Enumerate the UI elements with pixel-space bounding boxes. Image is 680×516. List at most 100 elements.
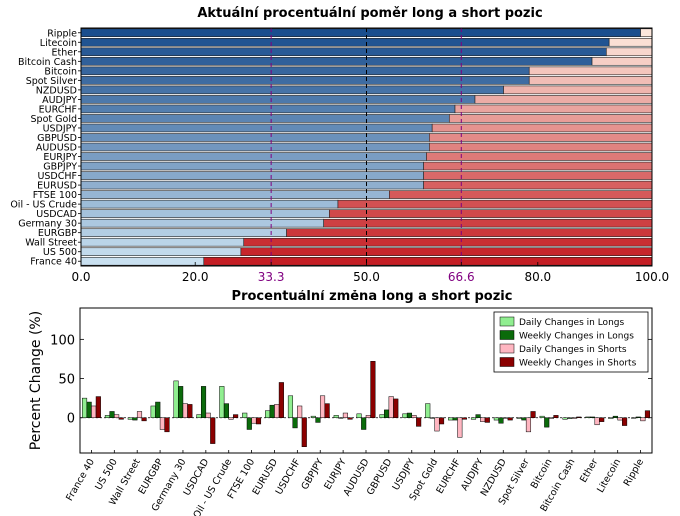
- legend-box: [493, 311, 649, 373]
- legend: Daily Changes in Longs Weekly Changes in …: [493, 311, 649, 373]
- x-tick-label: Ripple: [622, 457, 646, 488]
- bar: [608, 417, 614, 419]
- chart-title: Procentuální změna long a short pozic: [232, 290, 513, 304]
- bar: [159, 417, 165, 430]
- bar: [196, 414, 202, 418]
- short-bar: [329, 209, 653, 218]
- x-tick-label: Ether: [578, 457, 600, 485]
- long-bar: [80, 218, 324, 228]
- bar: [622, 417, 628, 426]
- bar: [301, 417, 307, 447]
- y-tick-label: EURGBP: [38, 228, 77, 239]
- bar: [429, 417, 435, 419]
- y-tick-label: NZDUSD: [36, 85, 77, 96]
- bar: [274, 404, 280, 418]
- y-tick-label: Wall Street: [25, 238, 77, 249]
- bar: [132, 417, 138, 421]
- bar: [164, 417, 170, 433]
- short-bar: [431, 123, 653, 133]
- long-bar: [80, 133, 430, 142]
- bar: [182, 403, 188, 418]
- bar: [269, 404, 275, 418]
- legend-label: Daily Changes in Longs: [519, 318, 624, 328]
- bar: [333, 415, 339, 418]
- long-bar: [80, 123, 433, 133]
- bar: [599, 417, 605, 422]
- long-bar: [80, 104, 456, 114]
- x-tick-label: 80.0: [524, 270, 551, 284]
- bar: [498, 417, 504, 424]
- y-tick-label: Spot Gold: [31, 114, 77, 125]
- long-short-ratio-chart: Aktuální procentuální poměr long a short…: [10, 6, 669, 284]
- y-tick-label: Germany 30: [18, 219, 77, 230]
- long-bar: [80, 199, 339, 209]
- y-tick-label: AUDJPY: [42, 95, 77, 106]
- bar: [287, 395, 294, 418]
- bar: [233, 414, 239, 418]
- y-tick-label: Spot Silver: [26, 76, 77, 87]
- y-tick-label: EURCHF: [39, 104, 77, 115]
- short-bar: [448, 114, 653, 123]
- bar: [388, 396, 394, 418]
- bar: [640, 417, 646, 422]
- short-bar: [429, 142, 653, 152]
- short-bar: [608, 38, 653, 47]
- plot-frame: [79, 307, 653, 454]
- bar: [452, 417, 458, 421]
- bar: [365, 415, 371, 418]
- bar: [393, 398, 399, 418]
- x-tick-label: France 40: [64, 457, 97, 503]
- bar: [503, 417, 509, 419]
- y-tick-label: US 500: [43, 247, 77, 258]
- bar: [127, 417, 133, 420]
- short-bar: [286, 228, 653, 237]
- bar-group: [80, 28, 653, 266]
- bar: [255, 417, 262, 425]
- short-bar: [503, 85, 653, 95]
- bar: [361, 417, 367, 430]
- bar: [589, 416, 596, 418]
- y-tick-label: France 40: [30, 257, 77, 268]
- short-bar: [454, 104, 653, 114]
- long-bar: [80, 209, 330, 218]
- bar: [356, 413, 362, 418]
- bar-group: [81, 361, 651, 447]
- long-bar: [80, 95, 476, 104]
- y-tick-label: 100: [50, 333, 75, 348]
- bar: [178, 386, 184, 418]
- long-bar: [80, 114, 450, 123]
- bar: [223, 403, 229, 418]
- percent-change-chart: Procentuální změna long a short pozic Per…: [28, 290, 653, 516]
- chart-title: Aktuální procentuální poměr long a short…: [197, 6, 542, 21]
- bar: [297, 405, 303, 418]
- bar: [200, 386, 207, 418]
- bar: [379, 414, 385, 418]
- long-bar: [80, 237, 245, 247]
- y-tick-label: FTSE 100: [33, 190, 77, 201]
- bar: [219, 386, 225, 418]
- long-bar: [80, 142, 430, 152]
- y-tick-label: 0: [67, 412, 75, 427]
- bar: [475, 414, 481, 418]
- long-bar: [80, 190, 390, 199]
- bar: [493, 417, 499, 421]
- bar: [457, 417, 463, 438]
- bar: [553, 415, 559, 418]
- bar: [416, 417, 422, 427]
- long-bar: [80, 152, 427, 161]
- long-bar: [80, 66, 530, 76]
- bar: [402, 413, 408, 418]
- bar: [347, 417, 353, 420]
- bar: [480, 417, 486, 422]
- bar: [242, 412, 248, 418]
- bar: [246, 417, 252, 430]
- long-bar: [80, 171, 424, 180]
- bar: [338, 417, 344, 419]
- bar: [576, 416, 582, 418]
- legend-swatch: [499, 316, 515, 327]
- bar: [567, 417, 573, 419]
- bar: [370, 361, 376, 418]
- bar: [617, 417, 623, 421]
- y-tick-label: GBPJPY: [43, 162, 77, 173]
